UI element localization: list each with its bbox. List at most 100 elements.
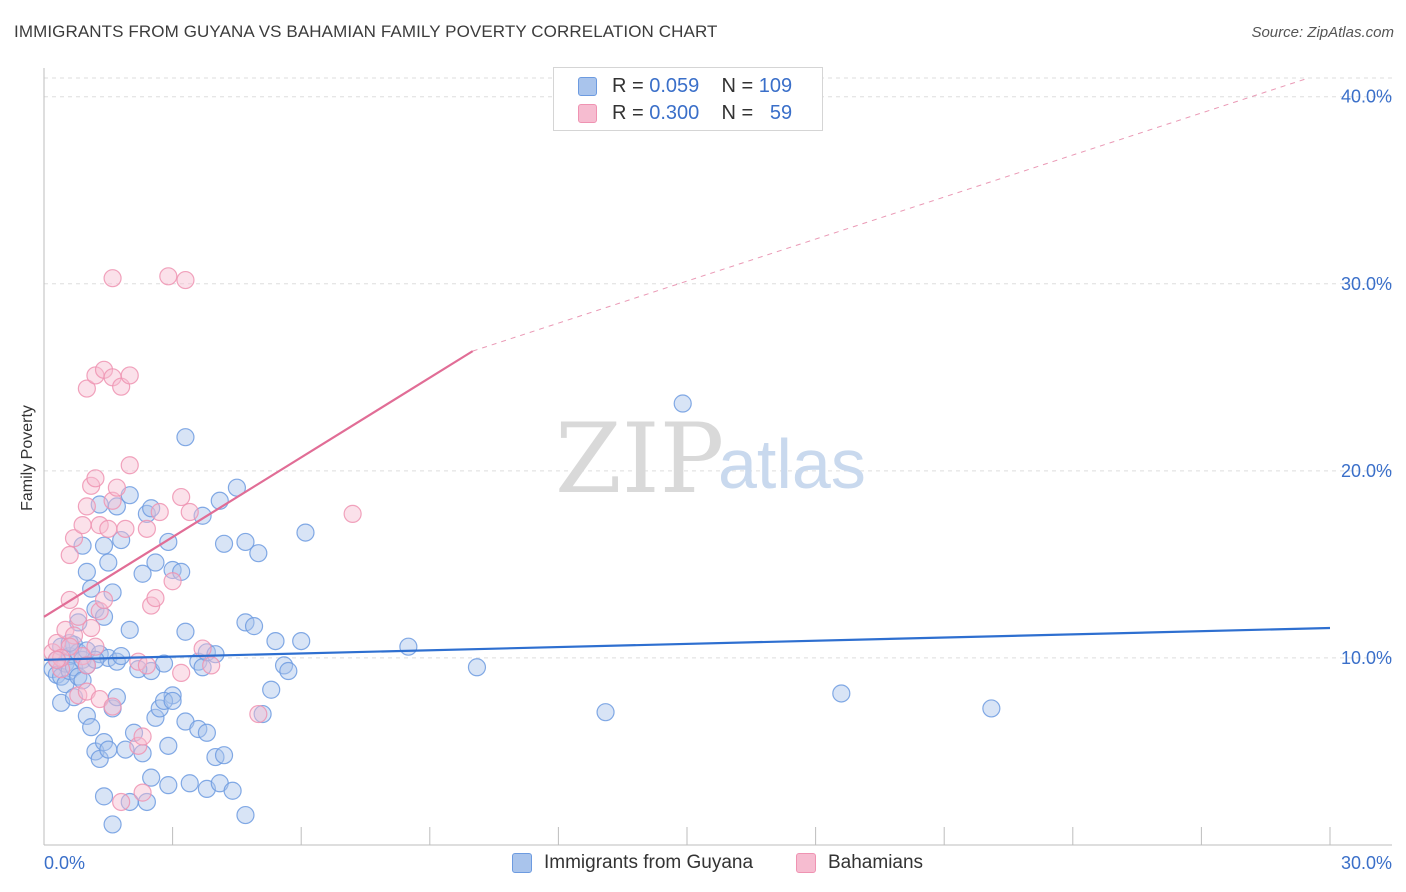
point-guyana	[103, 815, 122, 834]
point-guyana	[399, 637, 418, 656]
axes	[43, 68, 1392, 846]
y-tick-label: 30.0%	[1341, 274, 1392, 294]
point-bahamians	[146, 588, 165, 608]
point-bahamians	[120, 456, 139, 475]
watermark-zip: ZIP	[555, 403, 724, 515]
trend-lines	[43, 77, 1331, 661]
point-guyana	[159, 776, 178, 795]
point-bahamians	[343, 504, 362, 523]
point-guyana	[197, 723, 216, 742]
watermark-atlas: atlas	[718, 425, 866, 503]
y-tick-label: 40.0%	[1341, 87, 1392, 107]
point-guyana	[832, 684, 851, 703]
point-guyana	[77, 562, 96, 581]
y-tick-label: 10.0%	[1341, 648, 1392, 668]
point-guyana	[142, 768, 161, 787]
point-guyana	[262, 680, 281, 699]
point-bahamians	[82, 618, 101, 638]
point-guyana	[137, 792, 156, 812]
point-guyana	[99, 553, 118, 572]
point-guyana	[244, 617, 264, 636]
point-guyana	[673, 394, 692, 413]
chart-title: IMMIGRANTS FROM GUYANA VS BAHAMIAN FAMIL…	[14, 22, 718, 41]
point-guyana	[77, 706, 96, 726]
point-guyana	[99, 740, 118, 759]
bottom-legend-swatch-bahamians	[796, 853, 816, 873]
point-guyana	[236, 532, 255, 552]
point-bahamians	[90, 602, 109, 621]
point-bahamians	[133, 783, 152, 802]
legend-n-value: 109	[758, 75, 793, 97]
point-bahamians	[73, 516, 92, 535]
point-guyana	[467, 658, 487, 677]
correlation-legend: R = 0.059 N = 109 R = 0.300 N = 59	[553, 67, 823, 131]
point-bahamians	[133, 727, 152, 746]
point-bahamians	[112, 792, 131, 812]
point-guyana	[266, 631, 285, 651]
point-bahamians	[86, 637, 105, 656]
point-bahamians	[116, 519, 135, 538]
legend-r-label: R =	[612, 102, 644, 124]
x-tick-label: 0.0%	[44, 853, 85, 873]
point-bahamians	[107, 478, 126, 497]
trend-line-guyana	[43, 626, 1331, 661]
point-guyana	[214, 534, 234, 553]
point-guyana	[94, 536, 114, 555]
watermark: ZIP atlas	[555, 403, 866, 515]
point-bahamians	[193, 639, 212, 658]
legend-n-label: N =	[721, 102, 754, 124]
point-guyana	[236, 805, 255, 825]
trend-line-bahamians	[43, 350, 474, 618]
bottom-legend-swatch-guyana	[512, 853, 532, 873]
point-bahamians	[64, 529, 84, 548]
point-guyana	[292, 631, 311, 651]
point-guyana	[249, 544, 268, 563]
point-bahamians	[180, 502, 199, 522]
legend-r-value: 0.300	[649, 102, 700, 124]
x-tick-labels: 0.0% 30.0%	[44, 853, 1392, 873]
point-guyana	[120, 620, 139, 639]
point-guyana	[159, 736, 178, 755]
point-bahamians	[150, 502, 169, 522]
point-bahamians	[86, 469, 105, 488]
legend-text-guyana: R = 0.059 N = 109	[612, 75, 792, 98]
point-guyana	[112, 530, 131, 550]
point-guyana	[176, 622, 195, 641]
point-bahamians	[163, 572, 182, 591]
point-bahamians	[103, 269, 122, 288]
legend-n-label: N =	[721, 75, 754, 97]
point-guyana	[146, 708, 165, 727]
point-guyana	[112, 646, 131, 666]
point-bahamians	[77, 497, 96, 516]
grid	[44, 77, 1392, 659]
legend-swatch-bahamians	[578, 104, 597, 123]
point-guyana	[146, 553, 165, 572]
data-points	[43, 267, 1001, 834]
point-bahamians	[176, 270, 195, 290]
point-bahamians	[172, 487, 191, 507]
point-guyana	[296, 523, 315, 542]
point-guyana	[982, 699, 1001, 718]
point-guyana	[133, 564, 152, 583]
x-tick-label: 30.0%	[1341, 853, 1392, 873]
point-bahamians	[94, 590, 114, 610]
point-guyana	[94, 787, 114, 806]
point-bahamians	[60, 545, 79, 565]
point-bahamians	[64, 626, 84, 645]
point-bahamians	[120, 366, 139, 385]
legend-swatch-guyana	[578, 77, 597, 96]
point-guyana	[180, 774, 199, 793]
point-bahamians	[129, 736, 148, 755]
legend-text-bahamians: R = 0.300 N = 59	[612, 102, 792, 125]
point-guyana	[73, 671, 92, 690]
point-bahamians	[137, 519, 156, 538]
legend-r-value: 0.059	[649, 75, 700, 97]
point-bahamians	[249, 704, 268, 724]
point-bahamians	[137, 656, 156, 675]
point-guyana	[176, 428, 195, 447]
y-tick-labels: 10.0% 20.0% 30.0% 40.0%	[1341, 87, 1392, 668]
bottom-legend-label-guyana: Immigrants from Guyana	[544, 852, 754, 873]
point-guyana	[596, 703, 615, 722]
point-guyana	[82, 718, 101, 737]
